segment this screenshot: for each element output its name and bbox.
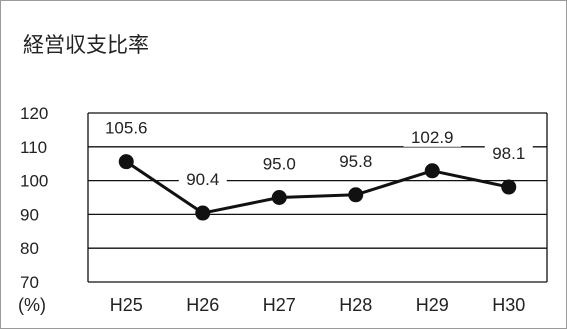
y-tick-label: 80: [20, 239, 39, 258]
data-label-bg: [255, 153, 304, 174]
y-tick-label: 70: [20, 273, 39, 292]
series-line: [125, 160, 510, 215]
x-tick-label: H28: [339, 295, 372, 315]
data-point: [195, 205, 211, 221]
data-label: 102.9: [411, 128, 454, 147]
data-label: 98.1: [492, 144, 525, 163]
y-tick-label: 90: [20, 205, 39, 224]
data-label-bg: [403, 126, 461, 147]
y-unit-label: (%): [18, 295, 46, 315]
grid-layer: [88, 112, 547, 249]
data-point: [118, 154, 134, 170]
data-label-layer: 105.6 90.4 95.0 95.8 102.9 98.1: [97, 117, 533, 190]
data-label: 95.0: [263, 155, 296, 174]
data-point: [501, 179, 517, 195]
data-label: 95.8: [339, 152, 372, 171]
x-tick-label: H29: [416, 295, 449, 315]
x-tick-label: H27: [263, 295, 296, 315]
series-line-layer: [118, 154, 517, 221]
data-label: 90.4: [186, 170, 219, 189]
data-label-bg: [178, 169, 227, 190]
axis-layer: 120 110 100 90 80 70 (%) H25 H26 H27 H28 H29 H30: [18, 104, 548, 315]
chart-title: 経営収支比率: [23, 33, 149, 57]
data-label-bg: [331, 150, 380, 171]
x-tick-label: H25: [110, 295, 143, 315]
x-tick-label: H26: [186, 295, 219, 315]
data-label-bg: [97, 117, 155, 138]
y-tick-label: 110: [20, 138, 47, 157]
data-label-bg: [484, 143, 533, 164]
x-tick-label: H30: [492, 295, 525, 315]
data-label: 105.6: [105, 119, 148, 138]
data-point: [271, 190, 287, 205]
data-point: [424, 163, 440, 179]
y-tick-label: 120: [20, 104, 48, 123]
data-point: [348, 187, 364, 203]
y-tick-label: 100: [20, 172, 48, 191]
